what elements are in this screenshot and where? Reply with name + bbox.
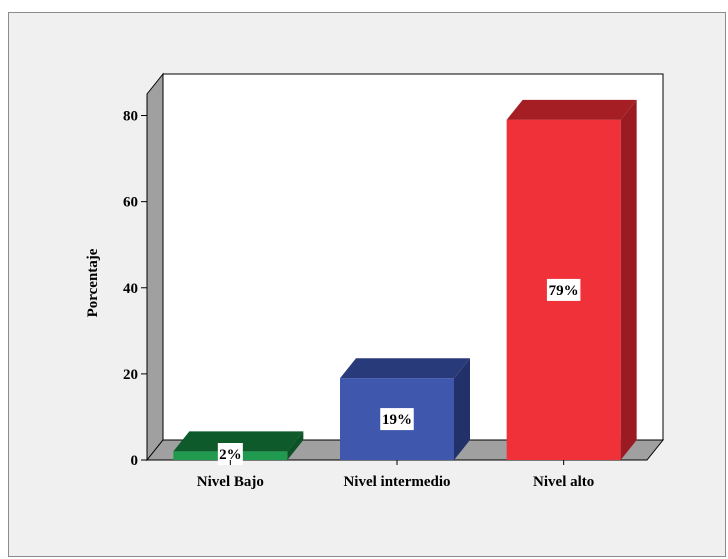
bar-top bbox=[173, 431, 304, 452]
x-tick-label: Nivel alto bbox=[533, 474, 594, 490]
y-axis: 0 20 40 60 80 bbox=[123, 109, 147, 469]
x-tick-label: Nivel intermedio bbox=[343, 474, 450, 490]
y-tick-label: 80 bbox=[123, 109, 138, 125]
bar-top bbox=[340, 358, 470, 379]
data-label-box bbox=[546, 278, 581, 301]
y-tick-label: 40 bbox=[123, 281, 138, 297]
data-label: 79% bbox=[549, 283, 579, 299]
data-label: 19% bbox=[382, 412, 412, 428]
y-axis-title: Porcentaje bbox=[85, 248, 101, 317]
y-tick-label: 20 bbox=[123, 367, 138, 383]
x-tick-label: Nivel Bajo bbox=[197, 474, 264, 490]
bar-chart: 0 20 40 60 80 2% 19% 79% Nivel Bajo Nivel inter… bbox=[85, 72, 665, 490]
data-label-box bbox=[217, 443, 243, 465]
bar-side bbox=[454, 358, 470, 460]
y-tick-label: 0 bbox=[131, 453, 139, 469]
side-wall bbox=[146, 72, 164, 462]
bar-top bbox=[506, 99, 637, 120]
data-labels: 2% 19% 79% bbox=[217, 278, 581, 465]
y-tick-label: 60 bbox=[123, 195, 138, 211]
bar-side bbox=[620, 99, 637, 460]
data-label-box bbox=[380, 408, 414, 431]
chart-frame: 0 20 40 60 80 2% 19% 79% Nivel Bajo Nivel inter… bbox=[8, 12, 726, 557]
bar-side bbox=[287, 431, 304, 460]
x-axis-labels: Nivel Bajo Nivel intermedio Nivel alto bbox=[197, 460, 594, 490]
data-label: 2% bbox=[219, 447, 242, 463]
